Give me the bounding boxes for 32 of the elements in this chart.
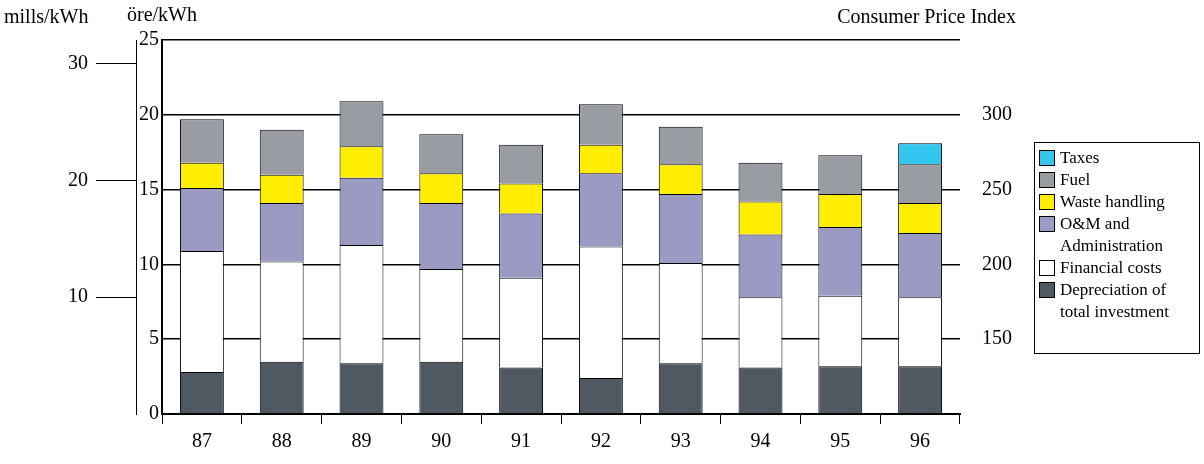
legend-label: Depreciation of total investment (1060, 279, 1171, 323)
text: Financial costs (1060, 257, 1162, 279)
y-tick-label: 5 (149, 326, 159, 349)
y3-tick-label: 20 (68, 167, 88, 190)
x-tick-label: 87 (191, 429, 212, 452)
legend-label: Waste handling (1060, 191, 1165, 213)
x-tick-label: 89 (351, 429, 372, 452)
y3-axis-title: mills/kWh (4, 5, 89, 28)
y-tick-label: 0 (149, 401, 159, 424)
x-tick-label: 93 (670, 429, 691, 452)
y2-tick-label: 300 (982, 102, 1012, 125)
legend-label: Fuel (1060, 169, 1091, 191)
x-tick-label: 88 (271, 429, 292, 452)
y-axis-title: öre/kWh (127, 3, 197, 26)
x-tick-label: 94 (750, 429, 771, 452)
legend-label: Taxes (1060, 147, 1100, 169)
x-tick-label: 92 (590, 429, 611, 452)
y2-axis-title: Consumer Price Index (837, 5, 1016, 28)
y2-tick-label: 250 (982, 176, 1012, 199)
y3-tick-label: 30 (68, 50, 88, 73)
y-tick-label: 25 (139, 27, 159, 50)
y3-tick-label: 10 (68, 284, 88, 307)
x-tick-label: 91 (511, 429, 532, 452)
x-tick-label: 95 (830, 429, 851, 452)
y-tick-label: 10 (139, 251, 159, 274)
x-tick-label: 90 (431, 429, 452, 452)
y2-tick-label: 150 (982, 326, 1012, 349)
x-tick-label: 96 (910, 429, 931, 452)
y-tick-label: 15 (139, 176, 159, 199)
legend-label: O&M and Administration (1060, 213, 1164, 257)
y-tick-label: 20 (139, 102, 159, 125)
y2-tick-label: 200 (982, 251, 1012, 274)
